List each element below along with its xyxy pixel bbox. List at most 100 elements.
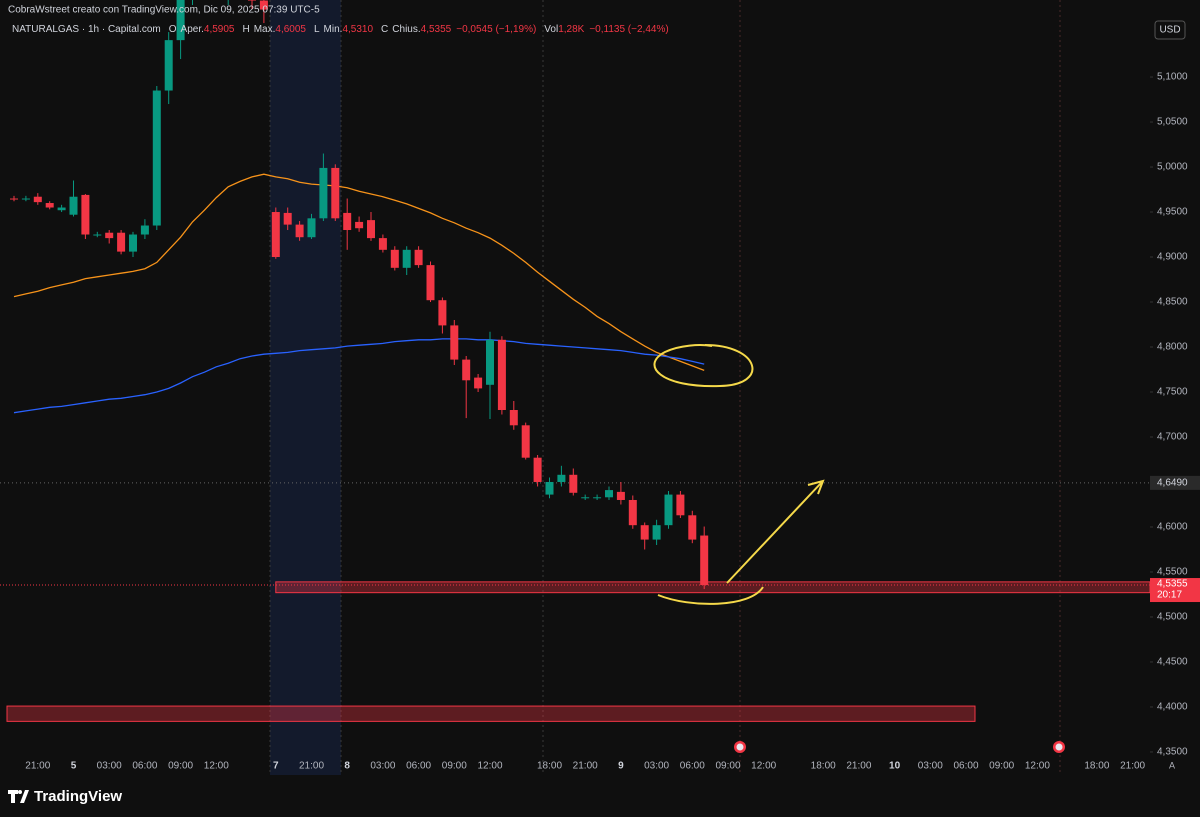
currency-button[interactable] — [1154, 20, 1186, 40]
candle-body — [688, 515, 697, 540]
candle-body — [581, 497, 590, 499]
x-tick-label: 06:00 — [406, 761, 431, 772]
candle-body — [426, 265, 435, 301]
candle-body — [378, 238, 387, 250]
candle-body — [140, 225, 149, 235]
brand-logo — [8, 790, 29, 803]
candle-body — [450, 325, 459, 360]
crosshair-label: 4,6490 — [1157, 478, 1188, 489]
crosshair-tag — [1150, 475, 1200, 490]
candle-body — [93, 234, 102, 236]
candle-body — [81, 194, 90, 235]
x-tick-label: 12:00 — [477, 761, 502, 772]
legend-value: 4,5310 — [342, 24, 373, 35]
auto-scale[interactable]: A — [1169, 760, 1175, 770]
candle-body — [248, 0, 256, 1]
x-tick-label: 18:00 — [811, 761, 836, 772]
x-tick-label: 9 — [618, 761, 624, 772]
candle-body — [486, 339, 494, 385]
y-tick-label: 4,8000 — [1157, 342, 1188, 353]
currency[interactable]: USD — [1159, 25, 1180, 36]
candle-body — [319, 167, 328, 219]
x-tick-label: 21:00 — [299, 761, 324, 772]
legend-change: −0,0545 (−1,19%) — [456, 24, 536, 35]
candle-body — [57, 207, 66, 211]
x-tick-label: 03:00 — [918, 761, 943, 772]
x-tick-label: 21:00 — [573, 761, 598, 772]
credit: CobraWstreet creato con TradingView.com,… — [8, 5, 320, 16]
candle-body — [652, 525, 661, 540]
y-tick-label: 4,7500 — [1157, 387, 1188, 398]
x-tick-label: 09:00 — [168, 761, 193, 772]
y-tick-label: 4,5500 — [1157, 567, 1188, 578]
candle-body — [355, 221, 364, 229]
x-tick-label: 12:00 — [1025, 761, 1050, 772]
candle-body — [605, 490, 613, 498]
candle-body — [616, 491, 625, 500]
session-highlight — [270, 0, 341, 775]
symbol: NATURALGAS · 1h · Capital.com — [12, 24, 161, 35]
legend-label: Min. — [324, 24, 343, 35]
candle-body — [402, 249, 411, 268]
x-tick-label: 12:00 — [751, 761, 776, 772]
y-tick-label: 4,9500 — [1157, 207, 1188, 218]
candle-body — [462, 359, 471, 381]
zone — [6, 705, 976, 722]
x-tick-label: 03:00 — [97, 761, 122, 772]
x-tick-label: 10 — [889, 761, 901, 772]
candle-body — [628, 499, 637, 526]
y-tick-label: 4,8500 — [1157, 297, 1188, 308]
y-tick-label: 4,7000 — [1157, 432, 1188, 443]
x-tick-label: 18:00 — [1084, 761, 1109, 772]
candle-body — [533, 457, 542, 482]
candle-body — [117, 232, 126, 252]
candle-body — [414, 249, 423, 266]
y-tick-label: 4,9000 — [1157, 252, 1188, 263]
y-tick-label: 4,6000 — [1157, 522, 1188, 533]
candle-body — [105, 232, 114, 239]
candle-body — [474, 377, 483, 389]
legend-key: L — [314, 24, 320, 35]
volume: 1,28K — [558, 24, 584, 35]
x-tick-label: 06:00 — [132, 761, 157, 772]
y-tick-label: 5,0500 — [1157, 117, 1188, 128]
candle-body — [21, 198, 30, 200]
y-tick-label: 5,1000 — [1157, 72, 1188, 83]
legend-label: Aper. — [181, 24, 204, 35]
x-tick-label: 06:00 — [953, 761, 978, 772]
candle-body — [307, 218, 316, 238]
annotations — [653, 344, 825, 605]
candle-body — [271, 212, 280, 258]
candle-body — [69, 196, 78, 215]
legend-label: Max. — [254, 24, 276, 35]
candle-body — [390, 249, 399, 268]
candle-body — [164, 40, 173, 91]
candle-body — [367, 220, 375, 239]
last-price-label: 4,5355 — [1157, 579, 1188, 590]
y-tick-label: 5,0000 — [1157, 162, 1188, 173]
candle-body — [521, 425, 530, 458]
x-tick-label: 03:00 — [644, 761, 669, 772]
brand: TradingView — [34, 788, 122, 805]
candle-body — [664, 494, 673, 526]
candle-body — [497, 339, 506, 410]
x-tick-label: 7 — [273, 761, 279, 772]
legend-key: H — [242, 24, 249, 35]
legend-key: O — [169, 24, 177, 35]
last-price-tag — [1150, 578, 1200, 603]
candle-body — [700, 535, 709, 586]
event-icons — [734, 741, 1065, 753]
candle-body — [593, 497, 602, 499]
volume-label: Vol — [544, 24, 558, 35]
x-tick-label: 09:00 — [715, 761, 740, 772]
candle-body — [509, 409, 518, 426]
candle-body — [33, 196, 42, 203]
zone — [275, 581, 1150, 594]
candle-body — [10, 198, 18, 200]
legend-value: 4,6005 — [275, 24, 306, 35]
candle-body — [438, 300, 447, 326]
volume-change: −0,1135 (−2,44%) — [589, 24, 668, 35]
countdown: 20:17 — [1157, 590, 1182, 601]
